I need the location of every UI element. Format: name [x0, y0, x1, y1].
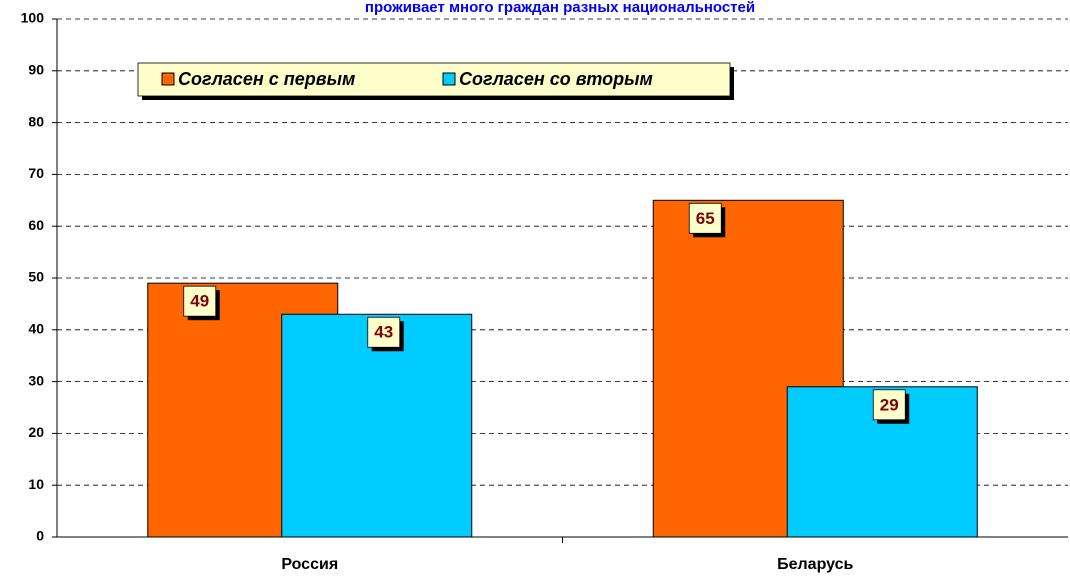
y-tick-label: 20 — [28, 424, 44, 440]
y-tick-label: 80 — [28, 113, 44, 129]
chart-title: проживает много граждан разных националь… — [365, 0, 755, 16]
legend-swatch — [442, 72, 456, 86]
data-label: 29 — [880, 395, 899, 414]
x-tick-label: Россия — [281, 556, 338, 573]
x-tick-label: Беларусь — [777, 556, 853, 573]
y-tick-label: 90 — [28, 62, 44, 78]
bar — [281, 313, 473, 538]
data-label: 49 — [190, 292, 209, 311]
y-tick-label: 0 — [36, 528, 44, 544]
legend-label: Согласен с первым — [178, 69, 355, 89]
y-tick-label: 10 — [28, 476, 44, 492]
y-tick-label: 50 — [28, 269, 44, 285]
y-tick-label: 30 — [28, 372, 44, 388]
legend — [137, 62, 731, 97]
legend-swatch — [161, 72, 175, 86]
data-label-box — [183, 285, 217, 317]
data-label: 43 — [374, 323, 393, 342]
data-label-box — [872, 389, 906, 421]
y-tick-label: 40 — [28, 321, 44, 337]
y-tick-label: 70 — [28, 165, 44, 181]
data-label-box — [688, 202, 722, 234]
legend-label: Согласен со вторым — [459, 69, 653, 89]
y-tick-label: 60 — [28, 217, 44, 233]
data-label-box — [367, 316, 401, 348]
y-tick-label: 100 — [21, 10, 45, 26]
data-label: 65 — [696, 209, 715, 228]
